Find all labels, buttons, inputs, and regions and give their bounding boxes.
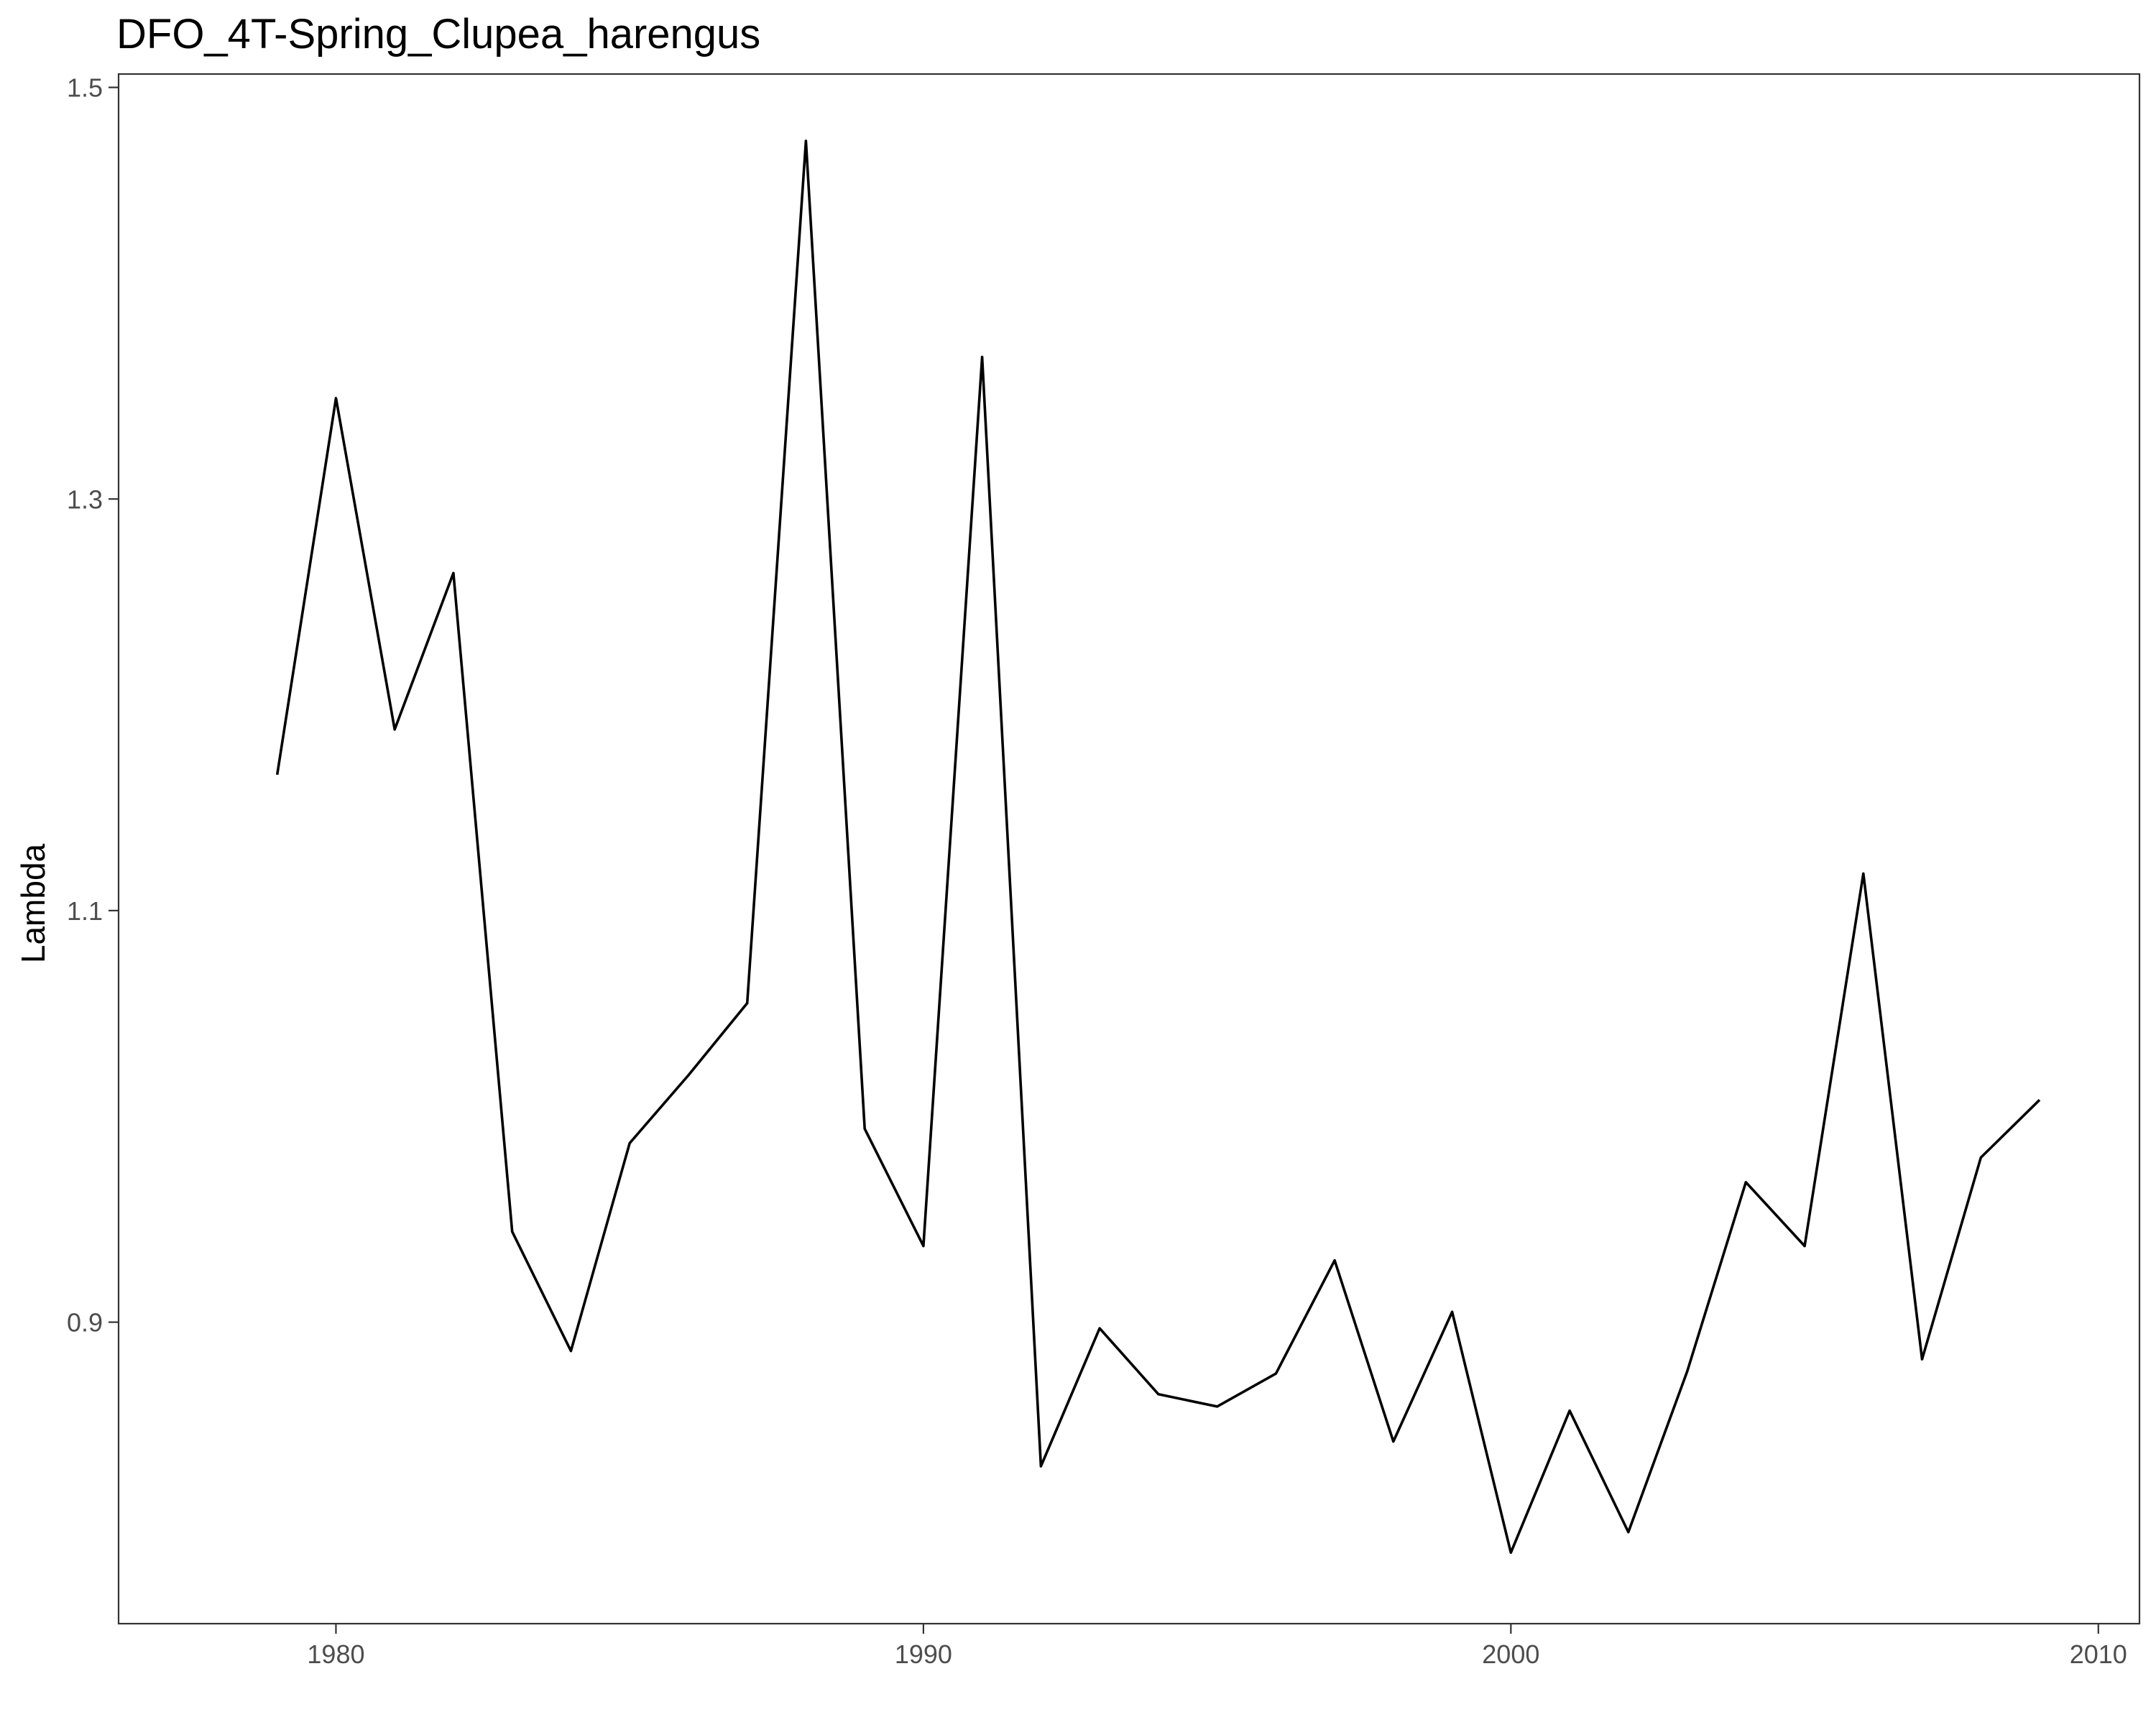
y-tick-label: 1.3 (67, 484, 103, 514)
y-axis: 0.9 1.1 1.3 1.5 (67, 73, 119, 1338)
x-tick-label: 1980 (307, 1639, 364, 1669)
plot-panel (117, 73, 2141, 1625)
y-tick-label: 0.9 (67, 1308, 103, 1338)
series-layer (275, 139, 2041, 1554)
chart-title: DFO_4T-Spring_Clupea_harengus (116, 11, 760, 58)
y-tick-label: 1.1 (67, 896, 103, 926)
x-tick-label: 2000 (1482, 1639, 1539, 1669)
series-line (275, 139, 2041, 1554)
x-tick-label: 1990 (895, 1639, 952, 1669)
x-axis: 1980 1990 2000 2010 (307, 1624, 2127, 1669)
y-axis-label: Lambda (14, 843, 52, 963)
y-tick-label: 1.5 (67, 73, 103, 103)
x-tick-label: 2010 (2070, 1639, 2127, 1669)
